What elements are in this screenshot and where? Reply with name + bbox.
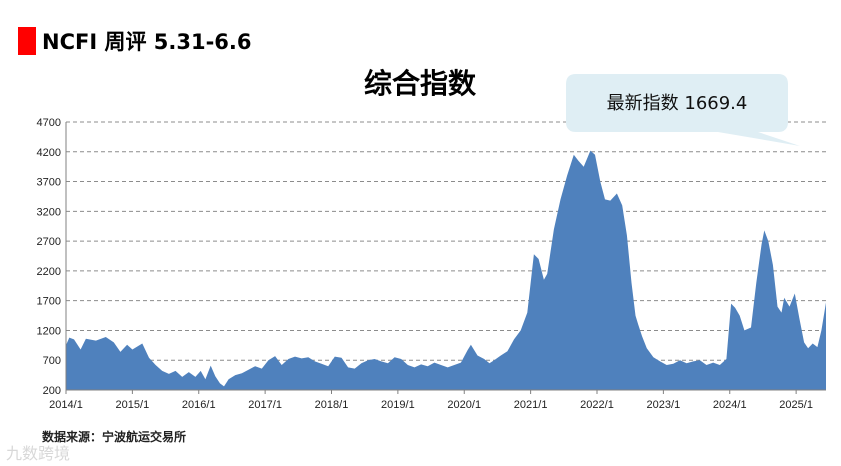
- axes: 4700 4200 3700 3200 2700 2200 1700 1200 700 200 20…: [37, 117, 826, 411]
- index-area: [66, 150, 826, 390]
- x-tick-label: 2021/1: [514, 399, 548, 411]
- x-tick-label: 2015/1: [116, 399, 150, 411]
- area-series: [66, 150, 826, 390]
- report-header: NCFI 周评 5.31-6.6: [18, 26, 252, 56]
- watermark: 九数跨境: [6, 444, 71, 463]
- callout-bubble: [566, 74, 800, 146]
- x-tick-label: 2017/1: [248, 399, 282, 411]
- callout: 最新指数 1669.4: [566, 74, 800, 146]
- x-tick-label: 2016/1: [182, 399, 216, 411]
- y-tick-label: 2200: [37, 266, 61, 278]
- x-tick-label: 2023/1: [647, 399, 681, 411]
- header-title: NCFI 周评 5.31-6.6: [42, 30, 252, 54]
- y-tick-label: 1200: [37, 325, 61, 337]
- x-tick-label: 2019/1: [381, 399, 415, 411]
- grid-lines: [66, 121, 826, 361]
- x-tick-label: 2020/1: [447, 399, 481, 411]
- y-tick-label: 3700: [37, 177, 61, 189]
- y-tick-label: 700: [43, 355, 61, 367]
- x-tick-label: 2024/1: [713, 399, 747, 411]
- y-tick-label: 1700: [37, 296, 61, 308]
- chart-title: 综合指数: [363, 67, 476, 100]
- y-tick-label: 2700: [37, 236, 61, 248]
- x-tick-label: 2022/1: [580, 399, 614, 411]
- y-tick-label: 4700: [37, 117, 61, 129]
- callout-label: 最新指数 1669.4: [607, 93, 748, 114]
- x-tick-label: 2018/1: [315, 399, 349, 411]
- x-tick-label: 2014/1: [49, 399, 83, 411]
- y-tick-label: 4200: [37, 147, 61, 159]
- y-tick-label: 200: [43, 385, 61, 397]
- data-source: 数据来源：宁波航运交易所: [42, 430, 187, 444]
- y-tick-label: 3200: [37, 206, 61, 218]
- x-tick-label: 2025/1: [779, 399, 813, 411]
- header-marker: [18, 27, 36, 55]
